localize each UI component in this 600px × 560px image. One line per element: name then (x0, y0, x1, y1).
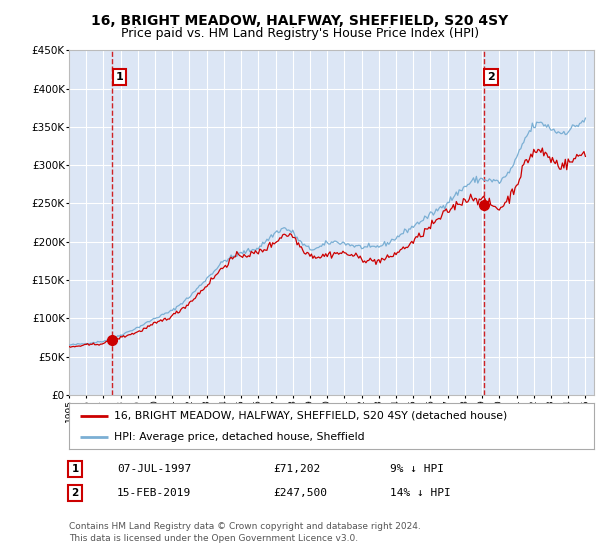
Text: 1: 1 (71, 464, 79, 474)
Text: 15-FEB-2019: 15-FEB-2019 (117, 488, 191, 498)
Text: 9% ↓ HPI: 9% ↓ HPI (390, 464, 444, 474)
Text: HPI: Average price, detached house, Sheffield: HPI: Average price, detached house, Shef… (113, 432, 364, 442)
Text: £71,202: £71,202 (273, 464, 320, 474)
Text: £247,500: £247,500 (273, 488, 327, 498)
Text: Price paid vs. HM Land Registry's House Price Index (HPI): Price paid vs. HM Land Registry's House … (121, 27, 479, 40)
Text: 14% ↓ HPI: 14% ↓ HPI (390, 488, 451, 498)
Text: 1: 1 (115, 72, 123, 82)
Text: 16, BRIGHT MEADOW, HALFWAY, SHEFFIELD, S20 4SY: 16, BRIGHT MEADOW, HALFWAY, SHEFFIELD, S… (91, 14, 509, 28)
Text: 16, BRIGHT MEADOW, HALFWAY, SHEFFIELD, S20 4SY (detached house): 16, BRIGHT MEADOW, HALFWAY, SHEFFIELD, S… (113, 410, 507, 421)
Text: 07-JUL-1997: 07-JUL-1997 (117, 464, 191, 474)
Text: 2: 2 (487, 72, 495, 82)
Text: 2: 2 (71, 488, 79, 498)
Text: Contains HM Land Registry data © Crown copyright and database right 2024.
This d: Contains HM Land Registry data © Crown c… (69, 522, 421, 543)
